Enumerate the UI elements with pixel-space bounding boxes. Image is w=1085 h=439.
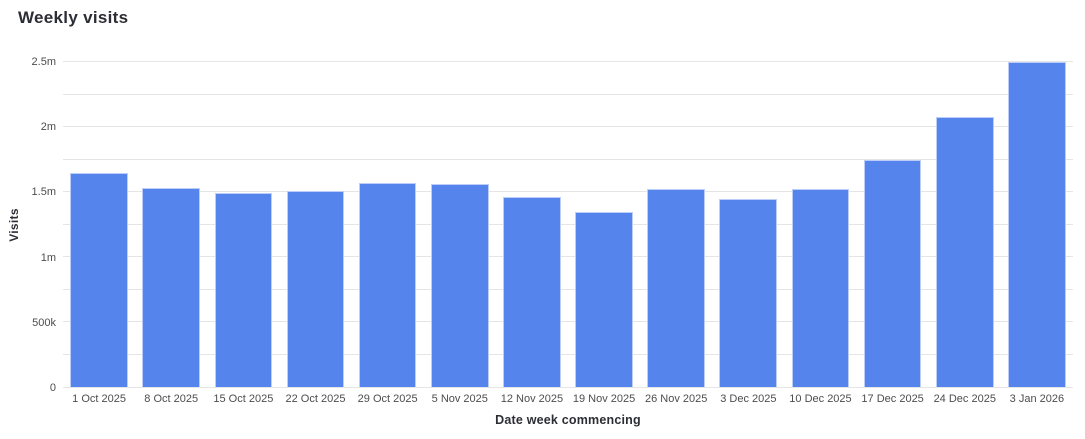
bar-slot (496, 62, 568, 387)
bar-slot (857, 62, 929, 387)
bar-slot (784, 62, 856, 387)
bar[interactable] (647, 189, 706, 387)
gridline (63, 126, 1073, 127)
x-tick-label: 15 Oct 2025 (213, 393, 274, 405)
x-tick-label: 17 Dec 2025 (861, 393, 924, 405)
bar[interactable] (791, 189, 850, 387)
bar-slot (1001, 62, 1073, 387)
y-tick-label: 0 (49, 382, 56, 394)
bar[interactable] (214, 193, 273, 387)
bar[interactable] (575, 211, 633, 387)
gridline (63, 288, 1073, 290)
gridline (63, 353, 1073, 355)
gridline (63, 223, 1073, 225)
bar[interactable] (863, 159, 922, 387)
bar-slot (568, 62, 640, 387)
bar[interactable] (286, 190, 345, 387)
x-tick-labels: 1 Oct 2025 8 Oct 2025 15 Oct 2025 22 Oct 20… (63, 393, 1073, 405)
bar-slot (424, 62, 496, 387)
plot-area (63, 61, 1073, 388)
y-tick-label: 1m (40, 251, 56, 264)
bar-slot (929, 62, 1001, 387)
gridline (63, 93, 1073, 95)
gridline (63, 61, 1073, 62)
gridline (63, 321, 1073, 322)
bar[interactable] (935, 116, 994, 387)
x-tick-label: 29 Oct 2025 (357, 393, 418, 405)
bar[interactable] (430, 184, 489, 387)
bars-row (63, 62, 1073, 387)
x-tick-label: 3 Jan 2026 (1009, 393, 1065, 405)
bar[interactable] (503, 197, 561, 387)
bar-slot (640, 62, 712, 387)
bar[interactable] (142, 188, 201, 387)
bar[interactable] (1008, 62, 1066, 387)
bar[interactable] (70, 172, 128, 387)
gridline (63, 256, 1073, 257)
x-tick-label: 12 Nov 2025 (500, 393, 564, 405)
bar-slot (63, 62, 135, 387)
x-axis-title: Date week commencing (495, 413, 641, 427)
gridline (63, 158, 1073, 160)
bar[interactable] (719, 198, 778, 387)
x-tick-label: 22 Oct 2025 (285, 393, 346, 405)
chart-title: Weekly visits (18, 8, 129, 27)
x-tick-label: 1 Oct 2025 (72, 393, 126, 405)
bar-slot (279, 62, 351, 387)
bar-slot (352, 62, 424, 387)
x-tick-label: 24 Dec 2025 (933, 393, 996, 405)
y-tick-labels: 0 500k 1m 1.5m 2m 2.5m (0, 56, 56, 394)
bar-slot (135, 62, 207, 387)
bar-slot (712, 62, 784, 387)
bar[interactable] (358, 182, 417, 387)
x-tick-label: 26 Nov 2025 (645, 393, 708, 405)
gridline (63, 191, 1073, 192)
y-tick-label: 1.5m (31, 186, 56, 199)
y-tick-label: 500k (32, 316, 56, 329)
y-tick-label: 2.5m (31, 56, 56, 68)
x-tick-label: 19 Nov 2025 (572, 393, 636, 405)
x-tick-label: 8 Oct 2025 (144, 393, 199, 405)
x-tick-label: 5 Nov 2025 (431, 393, 488, 405)
x-tick-label: 3 Dec 2025 (720, 393, 777, 405)
y-tick-label: 2m (40, 121, 56, 134)
bar-slot (207, 62, 279, 387)
x-tick-label: 10 Dec 2025 (789, 393, 852, 405)
